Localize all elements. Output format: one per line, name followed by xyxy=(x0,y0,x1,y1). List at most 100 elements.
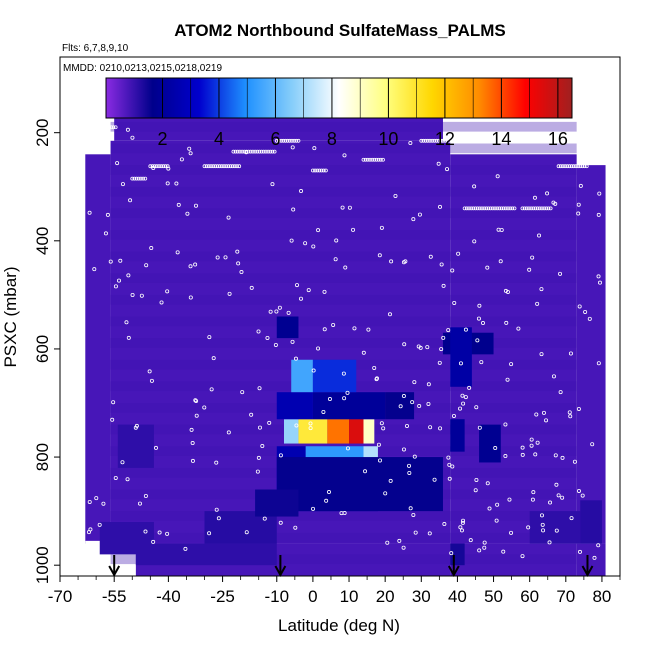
flight-level-point xyxy=(279,138,284,143)
observation-point xyxy=(340,205,345,210)
observation-point xyxy=(379,421,384,426)
flight-level-point xyxy=(150,164,155,169)
flight-level-point xyxy=(161,164,166,169)
observation-point xyxy=(341,371,346,376)
observation-point xyxy=(293,525,298,530)
observation-point xyxy=(401,545,406,550)
flight-level-point xyxy=(527,206,531,211)
observation-point xyxy=(274,309,279,314)
observation-point xyxy=(445,167,450,172)
observation-point xyxy=(560,455,565,460)
colorbar-fill xyxy=(105,77,573,119)
observation-point xyxy=(115,161,120,166)
observation-point xyxy=(124,320,129,325)
x-tick-label: -10 xyxy=(264,587,289,606)
flight-level-point xyxy=(132,176,137,181)
observation-point xyxy=(215,255,220,260)
observation-point xyxy=(190,458,195,463)
observation-point xyxy=(401,447,406,452)
observation-point xyxy=(583,309,588,314)
heatmap-cell xyxy=(580,500,602,544)
heatmap-cells xyxy=(99,316,602,566)
observation-point xyxy=(485,265,490,270)
observation-point xyxy=(472,184,477,189)
observation-point xyxy=(130,293,135,298)
observation-point xyxy=(188,151,193,156)
observation-point xyxy=(303,241,308,246)
observation-point xyxy=(458,406,463,411)
observation-point xyxy=(108,259,113,264)
observation-point xyxy=(530,497,535,502)
observation-point xyxy=(363,469,368,474)
observation-point xyxy=(351,227,356,232)
observation-point xyxy=(308,426,313,431)
observation-point xyxy=(262,516,267,521)
x-tick-label: 40 xyxy=(448,587,467,606)
observation-point xyxy=(477,548,482,553)
observation-point xyxy=(556,493,561,498)
observation-point xyxy=(379,225,384,230)
observation-point xyxy=(493,446,498,451)
observation-point xyxy=(576,211,581,216)
observation-point xyxy=(87,499,92,504)
observation-point xyxy=(174,181,179,186)
chart-title: ATOM2 Northbound SulfateMass_PALMS xyxy=(174,21,506,40)
observation-point xyxy=(278,520,283,525)
flight-level-point xyxy=(130,176,135,181)
observation-point xyxy=(388,478,393,483)
coverage-region xyxy=(576,543,606,576)
observation-point xyxy=(596,274,601,279)
observation-point xyxy=(240,390,245,395)
observation-point xyxy=(539,513,544,518)
observation-point xyxy=(447,476,452,481)
y-tick-label: 400 xyxy=(33,227,52,255)
observation-point xyxy=(450,464,455,469)
observation-point xyxy=(397,538,402,543)
observation-point xyxy=(426,401,431,406)
observation-point xyxy=(541,528,546,533)
observation-point xyxy=(216,516,221,521)
flight-level-point xyxy=(529,206,534,211)
flight-level-point xyxy=(319,168,324,173)
observation-point xyxy=(120,460,125,465)
observation-point xyxy=(507,497,512,502)
heatmap-cell xyxy=(276,316,299,339)
arrow-head xyxy=(581,565,594,578)
observation-point xyxy=(299,189,304,194)
x-tick-label: 10 xyxy=(340,587,359,606)
observation-point xyxy=(439,262,444,267)
flight-level-point xyxy=(419,138,424,143)
observation-point xyxy=(149,246,154,251)
flight-level-point xyxy=(533,206,538,211)
observation-point xyxy=(381,426,386,431)
heatmap-cell xyxy=(291,359,313,393)
heatmap-cell xyxy=(276,457,443,512)
x-tick-label: 80 xyxy=(592,587,611,606)
observation-point xyxy=(482,545,487,550)
observation-point xyxy=(125,477,130,482)
observation-point xyxy=(509,362,514,367)
observation-point xyxy=(459,528,464,533)
flight-level-point xyxy=(290,138,294,143)
observation-point xyxy=(408,506,413,511)
flight-level-point xyxy=(520,206,525,211)
flight-level-point xyxy=(143,176,148,181)
heatmap-cell xyxy=(276,392,313,420)
flight-level-point xyxy=(238,149,242,154)
flight-level-point xyxy=(321,168,326,173)
flight-level-point xyxy=(109,125,114,130)
flight-level-point xyxy=(139,176,143,181)
flight-level-point xyxy=(464,206,469,211)
flight-level-point xyxy=(235,149,240,154)
observation-point xyxy=(572,459,577,464)
flight-level-point xyxy=(484,206,489,211)
observation-point xyxy=(526,525,531,530)
flight-level-point xyxy=(246,149,251,154)
heatmap-cell xyxy=(284,419,299,444)
flight-level-point xyxy=(242,149,247,154)
observation-point xyxy=(503,454,508,459)
flight-level-point xyxy=(434,138,439,143)
flight-level-point xyxy=(209,164,213,169)
coverage-region xyxy=(450,543,577,576)
observation-point xyxy=(345,390,350,395)
